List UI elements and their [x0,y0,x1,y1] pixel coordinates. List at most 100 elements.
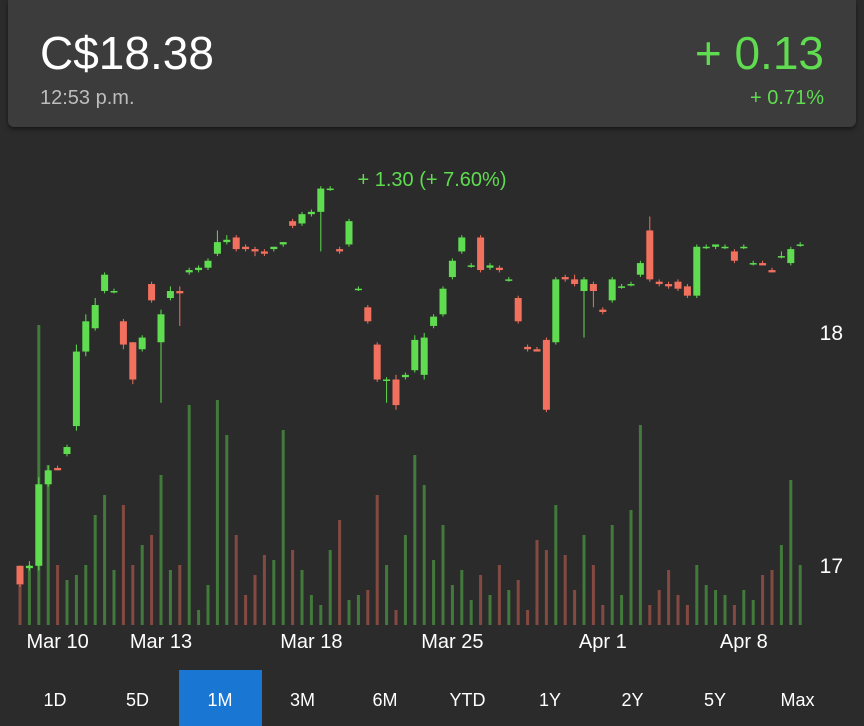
candle-body [599,309,607,312]
candle-body [16,565,24,585]
volume-bar [262,555,266,625]
tab[interactable]: 6M [372,690,397,710]
volume-bar [168,570,172,625]
volume-bar [751,600,755,625]
tab[interactable]: 3M [290,690,315,710]
volume-bar [356,595,360,625]
candle-body [148,284,156,301]
volume-bar [516,580,520,625]
candle-body [740,246,748,249]
candle-body [749,263,757,265]
volume-bar [573,590,577,625]
volume-bar [460,570,464,625]
candle-body [467,265,475,267]
candle-body [486,265,494,268]
candle-body [730,251,738,261]
candle-body [524,346,532,350]
candle-body [665,284,673,287]
tab[interactable]: 1Y [539,690,561,710]
tab[interactable]: 5D [126,690,149,710]
volume-bar [338,520,342,625]
candle-body [204,260,212,268]
candle-body [618,286,626,288]
volume-bar [676,595,680,625]
candle-body [213,242,221,254]
quote-card: C$18.38 12:53 p.m. + 0.13 + 0.71% [8,0,856,127]
candle-body [542,339,550,410]
candle-body [411,339,419,371]
tab[interactable]: YTD [450,690,486,710]
candle-body [768,270,776,273]
candle-body [176,291,184,294]
candle-body [336,249,344,252]
volume-bar [789,480,793,625]
candle-body [166,291,174,298]
volume-bar [18,585,22,625]
tab[interactable]: 5Y [704,690,726,710]
candle-body [712,244,720,247]
volume-bar [215,400,219,625]
candle-body [693,246,701,296]
volume-bar [629,510,633,625]
candle-body [392,379,400,406]
y-tick-label: 17 [820,555,843,578]
candle-body [251,249,259,252]
volume-bar [103,495,107,625]
candle-body [54,467,62,471]
volume-bar [742,590,746,625]
change: + 0.13 [694,27,824,79]
volume-bar [394,610,398,625]
volume-bar [375,495,379,625]
candle-body [383,379,391,381]
volume-bar [27,565,31,625]
candle-body [627,284,635,286]
price: C$18.38 [40,27,214,79]
volume-bar [300,570,304,625]
candle-body [777,256,785,258]
tab[interactable]: 1M [207,690,232,710]
tab-selected[interactable] [179,670,262,726]
volume-bar [648,605,652,625]
candle-body [260,251,268,254]
candle-body [119,321,127,345]
candle-body [787,249,795,264]
candle-body [655,281,663,285]
tab[interactable]: 2Y [621,690,643,710]
candle-body [279,242,287,245]
volume-bar [507,590,511,625]
volume-bar [187,405,191,625]
candle-body [439,288,447,315]
candle-body [571,279,579,285]
volume-bar [93,515,97,625]
tab[interactable]: Max [780,690,814,710]
tab[interactable]: 1D [43,690,66,710]
candle-body [25,565,33,569]
volume-bar [385,565,389,625]
candle-body [44,470,52,485]
volume-bar [638,425,642,625]
volume-bar [704,585,708,625]
candle-body [138,337,146,350]
candle-body [580,279,588,292]
candle-body [91,304,99,329]
candle-body [448,260,456,278]
volume-bar [253,575,257,625]
volume-bar [714,590,718,625]
volume-bar [121,505,125,625]
volume-bar [178,565,182,625]
volume-bar [328,550,332,625]
candle-body [232,237,240,250]
candle-body [608,279,616,301]
candle-body [157,314,165,343]
x-tick-label: Apr 8 [720,631,768,653]
volume-bar [497,565,501,625]
candle-body [721,246,729,249]
candle-body [430,316,438,326]
y-tick-label: 18 [820,322,843,345]
candle-body [195,267,203,271]
volume-bar [65,580,69,625]
candle-body [636,263,644,275]
change-percent: + 0.71% [750,87,824,109]
volume-bar [225,435,229,625]
